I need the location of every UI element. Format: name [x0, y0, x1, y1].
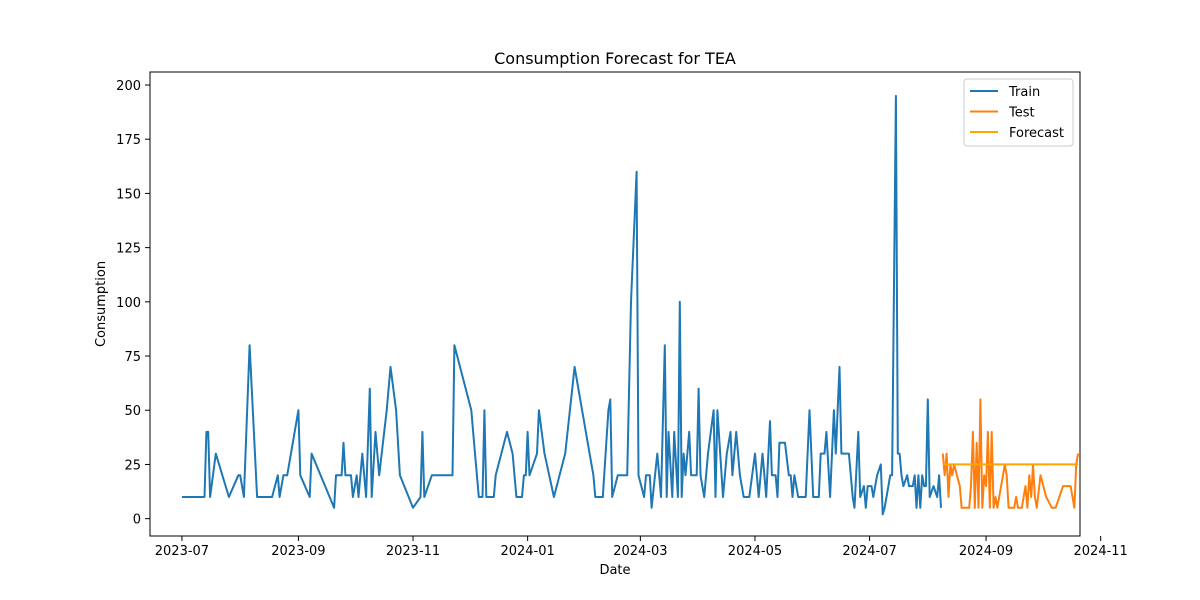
y-tick-label: 25	[124, 458, 141, 473]
legend-label-train: Train	[1008, 85, 1040, 100]
series-layer	[181, 94, 1080, 516]
x-tick-label: 2024-03	[613, 544, 667, 559]
y-tick-label: 0	[133, 513, 141, 528]
x-tick-label: 2024-11	[1074, 544, 1128, 559]
plot-area-frame	[149, 71, 1081, 537]
y-tick-label: 75	[124, 350, 141, 365]
x-tick-label: 2023-11	[386, 544, 440, 559]
series-line-test	[941, 398, 1080, 509]
y-tick-label: 200	[116, 79, 141, 94]
y-tick-label: 100	[116, 296, 141, 311]
y-axis-title: Consumption	[94, 261, 109, 347]
y-axis: 0 25 50 75 100 125 150 175 200	[116, 79, 150, 528]
x-tick-label: 2024-05	[728, 544, 782, 559]
x-tick-label: 2023-09	[271, 544, 325, 559]
legend-label-test: Test	[1008, 106, 1035, 121]
x-tick-label: 2024-09	[959, 544, 1013, 559]
x-tick-label: 2024-01	[500, 544, 554, 559]
x-axis-title: Date	[599, 563, 630, 578]
y-tick-label: 175	[116, 133, 141, 148]
x-tick-label: 2024-07	[842, 544, 896, 559]
x-tick-label: 2023-07	[155, 544, 209, 559]
y-tick-label: 50	[124, 404, 141, 419]
legend-box	[963, 78, 1074, 147]
x-axis: 2023-07 2023-09 2023-11 2024-01 2024-03 2024-…	[155, 536, 1128, 559]
y-tick-label: 150	[116, 187, 141, 202]
series-line-train	[181, 94, 942, 516]
y-tick-label: 125	[116, 242, 141, 257]
chart-title: Consumption Forecast for TEA	[494, 49, 736, 68]
legend-label-forecast: Forecast	[1009, 126, 1064, 141]
legend: Train Test Forecast	[963, 78, 1074, 147]
